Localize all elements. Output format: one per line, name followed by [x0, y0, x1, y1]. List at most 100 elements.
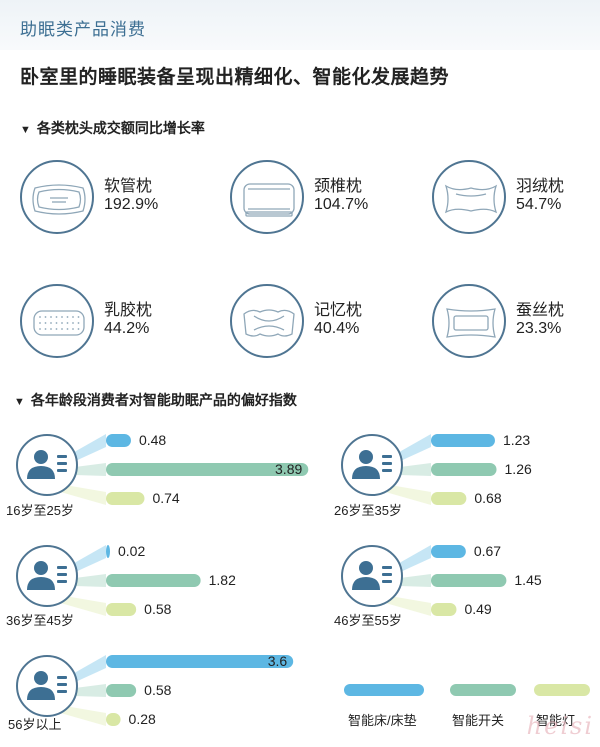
- pillow-circle: [20, 284, 94, 358]
- bar-lamp: [106, 713, 121, 726]
- bar-value-label: 0.58: [144, 601, 171, 617]
- bar-value-label: 0.68: [474, 490, 501, 506]
- avatar-circle: [16, 434, 78, 496]
- down-pillow-icon: [444, 184, 498, 214]
- section-title-preference: ▼ 各年龄段消费者对智能助眠产品的偏好指数: [14, 390, 297, 410]
- connector-wedge: [57, 706, 106, 726]
- age-group-chart: 0.02 1.82 0.58: [16, 543, 236, 617]
- cervical-pillow-icon: [243, 183, 295, 217]
- bar-bed: [106, 545, 110, 558]
- connector-wedge: [57, 596, 106, 616]
- silk-pillow-icon: [446, 308, 496, 338]
- page-header-label: 助眠类产品消费: [20, 20, 146, 39]
- bar-value-label: 0.48: [139, 432, 166, 448]
- bar-value-label: 3.89: [275, 461, 302, 477]
- tube-pillow-icon: [32, 184, 86, 215]
- age-group-label: 56岁以上: [8, 717, 62, 732]
- pillow-section-label: 各类枕头成交额同比增长率: [36, 120, 205, 136]
- triangle-down-icon: ▼: [14, 396, 25, 408]
- age-group-chart: 1.23 1.260.68: [341, 432, 532, 506]
- avatar-circle: [341, 545, 403, 607]
- age-group-label: 46岁至55岁: [334, 613, 402, 628]
- user-icon: [352, 450, 392, 479]
- bar-value-label: 1.26: [505, 461, 532, 477]
- watermark: heisi: [526, 712, 594, 740]
- pillow-value: 23.3%: [516, 320, 562, 337]
- pillow-circle: [432, 160, 506, 234]
- connector-wedge: [69, 545, 106, 574]
- connector-wedge: [57, 485, 106, 505]
- bar-lamp: [431, 492, 467, 505]
- pillow-value: 44.2%: [104, 320, 150, 337]
- connector-wedge: [394, 545, 431, 574]
- bar-value-label: 1.82: [209, 572, 236, 588]
- bar-switch: [431, 574, 507, 587]
- bar-lamp: [106, 492, 145, 505]
- legend-label-lamp: 智能灯: [536, 713, 576, 728]
- bar-value-label: 0.49: [464, 601, 491, 617]
- age-group-label: 26岁至35岁: [334, 503, 402, 518]
- page-title: 卧室里的睡眠装备呈现出精细化、智能化发展趋势: [20, 67, 450, 88]
- pillow-circle: [230, 284, 304, 358]
- connector-wedge: [382, 485, 431, 505]
- bar-value-label: 1.23: [503, 432, 530, 448]
- connector-wedge: [400, 463, 431, 476]
- bar-value-label: 0.74: [152, 490, 179, 506]
- bar-value-label: 3.6: [268, 653, 288, 669]
- pillow-name: 乳胶枕: [104, 302, 153, 319]
- triangle-down-icon: ▼: [20, 124, 31, 136]
- avatar-circle: [341, 434, 403, 496]
- age-group-label: 16岁至25岁: [6, 503, 74, 518]
- pillow-circle: [230, 160, 304, 234]
- legend-swatch-lamp: [534, 684, 590, 696]
- connector-wedge: [75, 684, 106, 697]
- bar-bed: [431, 545, 466, 558]
- pillow-circle: [20, 160, 94, 234]
- age-group-chart: 0.48 3.89 0.74: [16, 432, 309, 506]
- page-header: 助眠类产品消费: [0, 0, 600, 50]
- connector-wedge: [69, 655, 106, 684]
- bar-value-label: 0.28: [129, 711, 156, 727]
- connector-wedge: [382, 596, 431, 616]
- pillow-name: 颈椎枕: [314, 178, 363, 195]
- pillow-value: 104.7%: [314, 196, 369, 213]
- bar-switch: [106, 463, 309, 476]
- bar-bed: [431, 434, 495, 447]
- bar-value-label: 0.58: [144, 682, 171, 698]
- legend-swatch-bed: [344, 684, 424, 696]
- pillow-name: 软管枕: [104, 178, 153, 195]
- pillow-circle: [432, 284, 506, 358]
- user-icon: [27, 671, 67, 700]
- age-group: 3.6 0.58 0.28: [10, 646, 300, 741]
- age-group: 0.48 3.89 0.74: [10, 425, 309, 520]
- connector-wedge: [75, 574, 106, 587]
- age-group-chart: 0.67 1.45 0.49: [341, 543, 542, 617]
- bar-value-label: 0.67: [474, 543, 501, 559]
- bar-lamp: [106, 603, 137, 616]
- bar-value-label: 0.02: [118, 543, 145, 559]
- age-group: 1.23 1.26 0.68: [335, 425, 600, 520]
- user-icon: [27, 450, 67, 479]
- bar-switch: [106, 574, 201, 587]
- legend-swatch-switch: [450, 684, 516, 696]
- bar-switch: [106, 684, 137, 697]
- latex-pillow-icon: [33, 310, 85, 336]
- legend: 智能床/床垫 智能开关 智能灯: [340, 684, 600, 734]
- connector-wedge: [394, 434, 431, 463]
- user-icon: [27, 561, 67, 590]
- pillow-name: 记忆枕: [314, 302, 363, 319]
- legend-label-switch: 智能开关: [452, 713, 505, 728]
- pillow-value: 54.7%: [516, 196, 562, 213]
- connector-wedge: [400, 574, 431, 587]
- legend-label-bed: 智能床/床垫: [348, 713, 417, 728]
- pillow-value: 192.9%: [104, 196, 159, 213]
- memory-pillow-icon: [243, 309, 295, 337]
- bar-bed: [106, 655, 294, 668]
- user-icon: [352, 561, 392, 590]
- pillow-name: 蚕丝枕: [516, 302, 565, 319]
- age-group-chart: 3.6 0.58 0.28: [16, 653, 294, 727]
- age-group: 0.02 1.82 0.58: [10, 536, 300, 631]
- age-group: 0.67 1.45 0.49: [335, 536, 600, 631]
- bar-bed: [106, 434, 131, 447]
- pillow-name: 羽绒枕: [516, 178, 565, 195]
